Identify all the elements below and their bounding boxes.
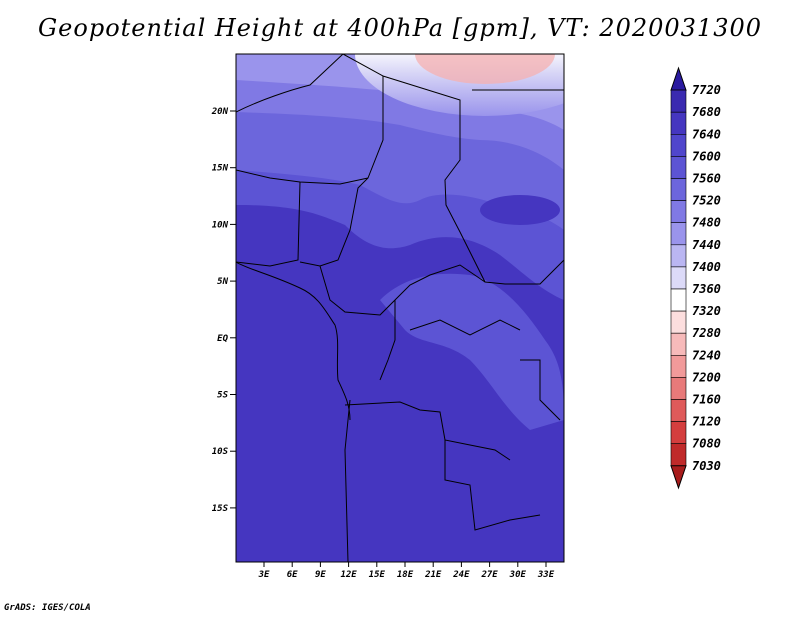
lat-tick-label: 20N <box>211 107 229 117</box>
latitude-axis: 20N 15N 10N 5N EQ 5S 10S 15S <box>211 107 236 514</box>
colorbar-swatch <box>670 354 687 378</box>
colorbar-label: 7600 <box>692 149 721 163</box>
colorbar-label: 7480 <box>692 216 721 230</box>
credit-label: GrADS: IGES/COLA <box>4 603 91 613</box>
colorbar-swatch <box>670 244 687 268</box>
chart-title: Geopotential Height at 400hPa [gpm], VT:… <box>38 14 762 42</box>
lat-tick-label: 10N <box>212 220 229 230</box>
colorbar-swatch <box>670 443 687 467</box>
lon-tick-label: 15E <box>369 570 386 580</box>
colorbar-label: 7320 <box>692 304 721 318</box>
lon-tick-label: 21E <box>424 570 442 580</box>
colorbar-swatch <box>670 200 687 224</box>
colorbar-label: 7640 <box>692 127 721 141</box>
colorbar: 7720 7680 7640 7600 7560 7520 7480 7440 7400 7360… <box>670 66 721 490</box>
colorbar-swatch <box>670 421 687 445</box>
lon-tick-label: 6E <box>287 570 298 580</box>
longitude-axis: 3E 6E 9E 12E 15E 18E 21E 24E 27E 30E 33E <box>258 562 555 580</box>
colorbar-swatch <box>670 377 687 400</box>
colorbar-label: 7440 <box>692 238 721 252</box>
lon-tick-label: 27E <box>480 570 498 580</box>
colorbar-label: 7560 <box>692 172 721 186</box>
colorbar-top-triangle <box>670 66 687 91</box>
colorbar-label: 7200 <box>692 370 721 384</box>
colorbar-label: 7240 <box>692 348 721 362</box>
colorbar-swatch <box>670 310 687 334</box>
lon-tick-label: 9E <box>315 570 326 580</box>
colorbar-label: 7680 <box>692 105 721 119</box>
height-field <box>236 54 564 562</box>
colorbar-swatch <box>670 111 687 135</box>
colorbar-label: 7030 <box>692 459 721 473</box>
colorbar-label: 7120 <box>692 415 721 429</box>
lon-tick-label: 12E <box>340 570 357 580</box>
lon-tick-label: 33E <box>537 570 555 580</box>
colorbar-swatch <box>670 399 687 422</box>
colorbar-label: 7160 <box>692 393 721 407</box>
lon-tick-label: 18E <box>397 570 414 580</box>
lat-tick-label: 5S <box>217 391 228 401</box>
lat-tick-label: 15N <box>212 164 229 174</box>
lon-tick-label: 30E <box>509 570 527 580</box>
colorbar-label: 7280 <box>692 326 721 340</box>
colorbar-label: 7520 <box>692 194 721 208</box>
colorbar-swatch <box>670 134 687 157</box>
colorbar-label: 7400 <box>692 260 721 274</box>
colorbar-swatch <box>670 332 687 356</box>
lon-tick-label: 24E <box>452 570 470 580</box>
colorbar-label: 7720 <box>692 83 721 97</box>
colorbar-swatch <box>670 178 687 201</box>
colorbar-swatch <box>670 156 687 179</box>
colorbar-swatch <box>670 222 687 246</box>
colorbar-label: 7360 <box>692 282 721 296</box>
lat-tick-label: 15S <box>212 504 229 514</box>
colorbar-swatch <box>670 89 687 113</box>
colorbar-swatch <box>670 266 687 290</box>
lat-tick-label: EQ <box>217 334 228 344</box>
colorbar-label: 7080 <box>692 437 721 451</box>
colorbar-bottom-triangle <box>670 465 687 490</box>
country-borders <box>236 54 564 562</box>
lat-tick-label: 5N <box>217 277 228 287</box>
lon-tick-label: 3E <box>258 570 270 580</box>
lat-tick-label: 10S <box>212 447 229 457</box>
colorbar-swatch <box>670 288 687 312</box>
